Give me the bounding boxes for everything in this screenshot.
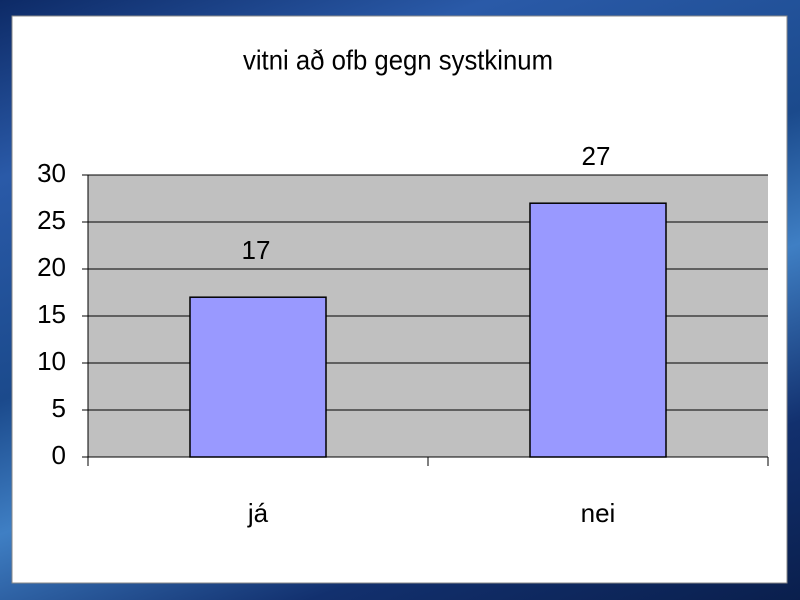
x-tick-label: nei <box>581 498 616 528</box>
y-tick-label: 30 <box>37 158 66 188</box>
bar <box>529 202 667 458</box>
y-tick-label: 10 <box>37 346 66 376</box>
data-label: 17 <box>242 235 271 265</box>
data-label: 27 <box>582 141 611 171</box>
y-tick-label: 15 <box>37 299 66 329</box>
bar <box>189 296 327 458</box>
y-tick-label: 20 <box>37 252 66 282</box>
y-tick-label: 25 <box>37 205 66 235</box>
chart-title: vitni að ofb gegn systkinum <box>243 44 553 75</box>
y-tick-label: 5 <box>52 393 66 423</box>
x-tick-label: já <box>247 498 269 528</box>
y-tick-label: 0 <box>52 440 66 470</box>
